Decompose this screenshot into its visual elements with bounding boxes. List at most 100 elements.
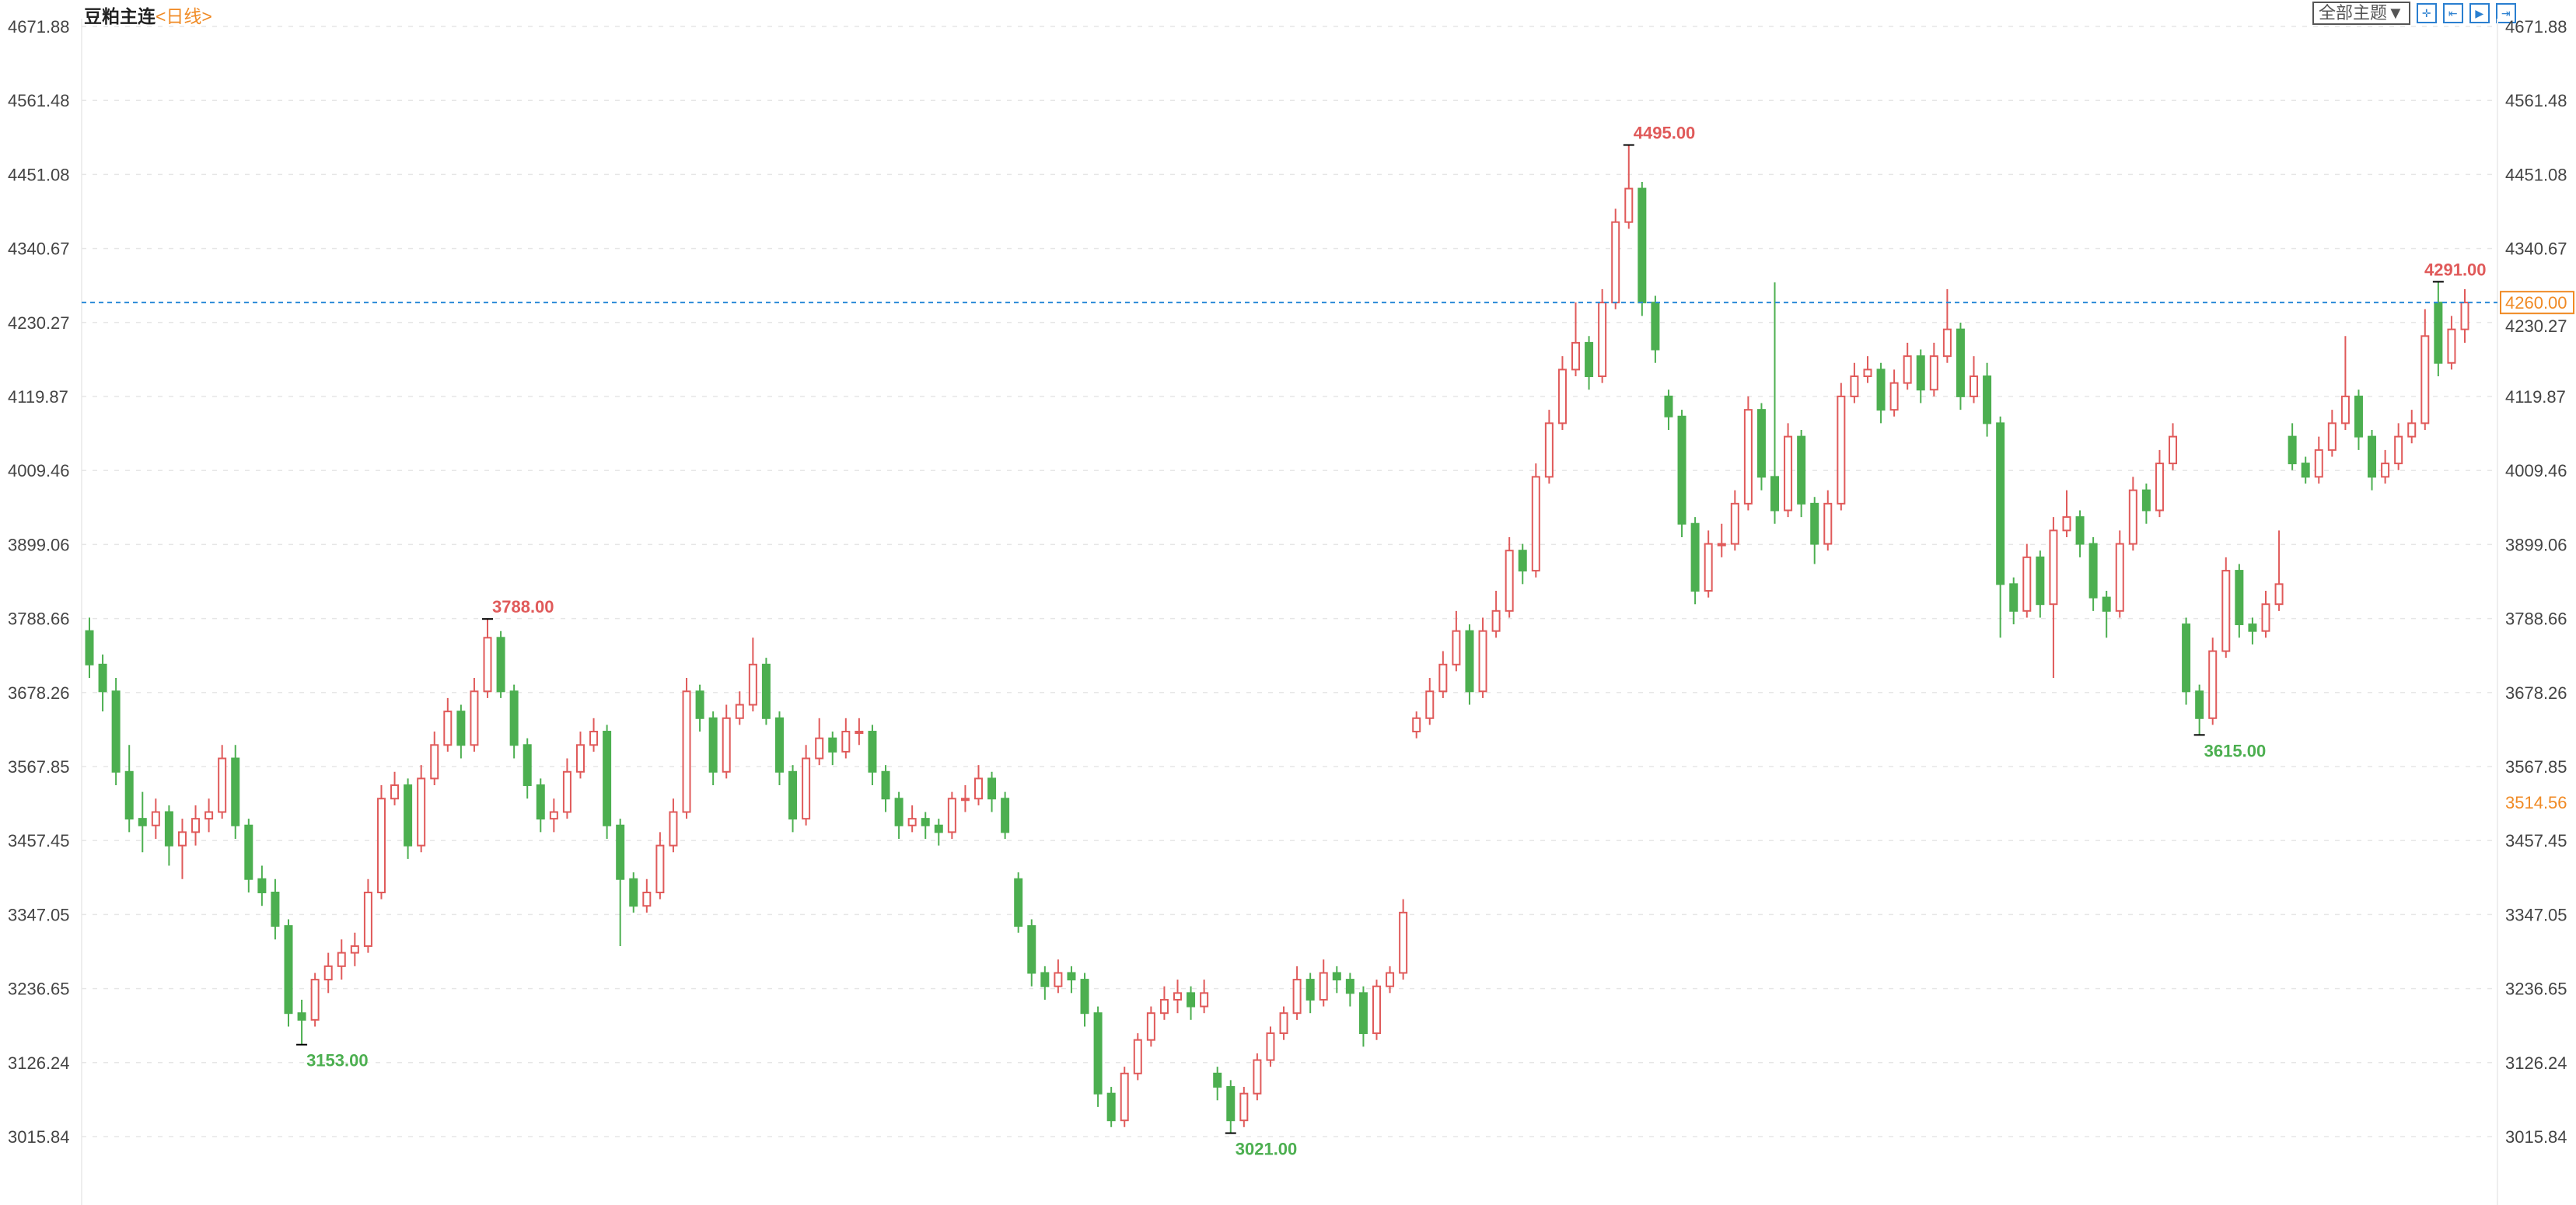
candle-down: [244, 824, 253, 880]
candle-up: [1704, 543, 1713, 592]
last-price-box: [2500, 291, 2574, 315]
zoom-range-icon[interactable]: ⇤: [2442, 3, 2463, 23]
candle-down: [257, 878, 267, 893]
candle-down: [1305, 979, 1315, 1001]
candle-down: [1956, 328, 1965, 397]
candle-up: [2394, 435, 2403, 465]
candle-down: [1756, 409, 1766, 478]
candle-up: [562, 770, 571, 813]
y-tick-label-right: 4009.46: [2505, 461, 2567, 480]
candle-up: [947, 798, 956, 833]
candle-down: [1770, 476, 1780, 512]
candle-up: [802, 757, 811, 820]
candle-down: [1810, 502, 1819, 545]
play-icon[interactable]: ▶: [2469, 3, 2490, 23]
candle-up: [191, 818, 201, 833]
candle-down: [98, 663, 107, 693]
candle-up: [1120, 1072, 1129, 1122]
candle-up: [1173, 992, 1182, 1001]
candle-up: [2274, 583, 2284, 606]
y-tick-label-left: 3567.85: [8, 757, 70, 777]
candle-up: [973, 777, 983, 800]
candle-down: [124, 770, 134, 820]
candle-up: [1425, 690, 1435, 719]
candle-down: [1690, 522, 1700, 592]
candle-down: [987, 777, 997, 800]
candle-up: [589, 731, 599, 746]
candle-up: [1279, 1012, 1288, 1035]
candle-up: [1399, 911, 1408, 974]
candle-up: [907, 818, 917, 826]
candle-down: [603, 731, 612, 826]
candle-down: [1345, 979, 1354, 994]
candle-down: [164, 811, 173, 847]
candle-up: [1253, 1059, 1262, 1095]
candle-up: [2169, 435, 2178, 465]
candle-down: [1080, 979, 1089, 1015]
y-tick-label-left: 4009.46: [8, 461, 70, 480]
candle-up: [1850, 375, 1859, 397]
candle-down: [1040, 972, 1050, 987]
candle-down: [404, 784, 413, 847]
candle-up: [2155, 463, 2164, 512]
candle-up: [1386, 972, 1395, 987]
candle-up: [1863, 368, 1872, 378]
candle-up: [1571, 341, 1581, 371]
candle-up: [841, 731, 851, 753]
candle-up: [470, 690, 479, 746]
candle-down: [2182, 623, 2191, 693]
y-tick-label-right: 4230.27: [2505, 316, 2567, 336]
candle-down: [2009, 583, 2019, 612]
candle-up: [2115, 543, 2124, 612]
candle-up: [218, 757, 227, 813]
candle-up: [2062, 516, 2071, 532]
candle-up: [417, 777, 426, 847]
candle-up: [1611, 221, 1620, 304]
candle-down: [2036, 556, 2045, 606]
toolbar: 全部主题▼ ✛ ⇤ ▶ ⇥: [2312, 2, 2516, 25]
candle-down: [695, 690, 704, 719]
candle-up: [1292, 979, 1302, 1015]
candle-up: [960, 798, 970, 802]
candle-up: [1717, 543, 1726, 547]
period-label[interactable]: <日线>: [156, 6, 212, 26]
exit-icon[interactable]: ⇥: [2495, 3, 2516, 23]
candle-up: [1266, 1032, 1275, 1061]
candle-up: [1743, 409, 1753, 505]
theme-select[interactable]: 全部主题▼: [2312, 2, 2410, 25]
candle-up: [1531, 476, 1540, 572]
crosshair-icon[interactable]: ✛: [2416, 3, 2437, 23]
candle-down: [1067, 972, 1076, 981]
candle-up: [855, 731, 864, 735]
candle-down: [1187, 992, 1196, 1008]
candle-up: [310, 979, 320, 1021]
candle-down: [2248, 623, 2257, 632]
candle-down: [1797, 435, 1806, 505]
candle-down: [1014, 878, 1023, 927]
candle-up: [1942, 328, 1952, 358]
candle-down: [921, 818, 930, 826]
y-tick-label-left: 4561.48: [8, 91, 70, 110]
candle-down: [1332, 972, 1341, 981]
axis-marker-label: 3514.56: [2505, 793, 2567, 812]
candle-up: [1784, 435, 1793, 512]
candle-down: [1465, 630, 1474, 693]
candle-up: [1478, 630, 1487, 693]
candle-up: [1054, 972, 1063, 987]
y-tick-label-left: 3347.05: [8, 905, 70, 924]
y-tick-label-right: 3015.84: [2505, 1127, 2567, 1147]
candle-up: [1412, 717, 1421, 733]
candle-up: [1929, 355, 1938, 391]
candle-down: [523, 744, 532, 787]
chart-title: 豆粕主连<日线>: [84, 2, 212, 28]
candle-down: [2088, 543, 2098, 599]
candle-up: [1505, 550, 1514, 612]
candle-down: [881, 770, 890, 800]
candle-up: [642, 891, 652, 907]
candle-down: [1996, 422, 2005, 585]
candle-up: [430, 744, 439, 780]
candle-down: [2368, 435, 2377, 478]
y-tick-label-left: 4451.08: [8, 165, 70, 184]
candle-up: [2381, 463, 2390, 478]
